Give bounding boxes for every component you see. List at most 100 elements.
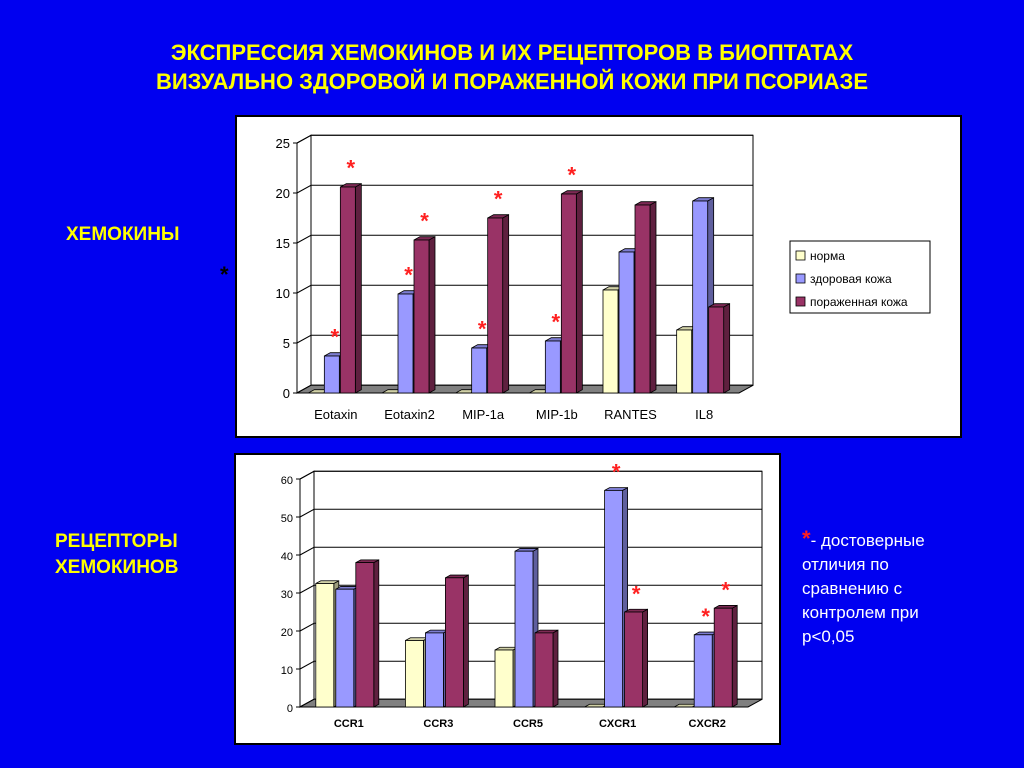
- chemokines-bar-eotaxin-lesion: [339, 183, 362, 394]
- significance-asterisk: *: [404, 263, 413, 288]
- bar-side-face: [428, 236, 436, 394]
- chemokines-y-tick-label: 25: [276, 136, 290, 151]
- chemokines-y-tick-label: 20: [276, 186, 290, 201]
- receptors-bar-ccr3-lesion: [444, 574, 469, 708]
- bar-top-face: [584, 703, 608, 708]
- bar-top-face: [624, 608, 648, 613]
- chemokines-y-tick-label: 5: [283, 336, 290, 351]
- chemokines-bar-il8-lesion: [708, 303, 731, 394]
- bar-top-face: [445, 574, 469, 579]
- bar-front-face: [692, 200, 709, 394]
- chemokines-gridline: [296, 234, 753, 244]
- bar-side-face: [552, 629, 559, 708]
- bar-side-face: [731, 604, 738, 708]
- receptors-y-tick-label: 0: [287, 703, 293, 715]
- receptors-category-label: CCR3: [423, 718, 453, 730]
- bar-side-face: [649, 201, 657, 394]
- bar-side-face: [723, 303, 731, 394]
- chemokines-gridline: [296, 184, 753, 194]
- significance-asterisk: *: [552, 310, 561, 335]
- significance-asterisk: *: [701, 604, 710, 629]
- bar-front-face: [355, 562, 375, 708]
- bar-front-face: [487, 217, 504, 394]
- chemokines-bar-rantes-lesion: [634, 201, 657, 394]
- bar-front-face: [444, 577, 464, 708]
- receptors-label-line-1: РЕЦЕПТОРЫ: [55, 531, 178, 552]
- significance-asterisk: *: [632, 581, 641, 606]
- title-line-2: ВИЗУАЛЬНО ЗДОРОВОЙ И ПОРАЖЕННОЙ КОЖИ ПРИ…: [155, 69, 869, 94]
- receptors-bar-ccr1-norm: [315, 580, 340, 708]
- bar-front-face: [676, 329, 693, 394]
- chemokines-y-tick-label: 15: [276, 236, 290, 251]
- receptors-bar-cxcr2-healthy: [693, 631, 718, 708]
- chemokines-bar-mip-1b-lesion: [560, 190, 583, 394]
- bar-front-face: [404, 640, 424, 708]
- bar-front-face: [471, 347, 488, 394]
- bar-top-face: [494, 646, 519, 651]
- legend-swatch-norm: [795, 250, 806, 261]
- title-line-1: ЭКСПРЕССИЯ ХЕМОКИНОВ И ИХ РЕЦЕПТОРОВ В Б…: [170, 40, 854, 65]
- bar-front-face: [708, 306, 725, 394]
- bar-front-face: [560, 193, 577, 394]
- stray-asterisk: *: [220, 262, 229, 287]
- receptors-bar-ccr5-norm: [494, 646, 519, 708]
- bar-side-face: [462, 574, 469, 708]
- chemokines-chart-panel: 0 5 10 15 20 25 * * Eotaxin * * Eotaxin2 * * MIP-1a * * M…: [235, 115, 962, 438]
- bar-front-face: [634, 204, 651, 394]
- bar-top-face: [405, 637, 429, 641]
- receptors-category-label: CCR5: [513, 718, 543, 730]
- bar-top-face: [604, 487, 628, 491]
- receptors-bar-ccr5-lesion: [534, 629, 559, 708]
- legend-swatch-lesion: [795, 296, 806, 307]
- chemokines-category-label: MIP-1a: [462, 407, 505, 422]
- significance-asterisk: *: [494, 187, 503, 212]
- bar-side-face: [354, 183, 362, 394]
- receptors-bar-cxcr2-lesion: [713, 604, 738, 708]
- bar-top-face: [425, 629, 449, 634]
- chemokines-side-wall: [296, 134, 312, 394]
- bar-top-face: [694, 631, 718, 636]
- significance-asterisk: *: [478, 317, 487, 342]
- bar-front-face: [397, 293, 414, 394]
- bar-top-face: [335, 586, 359, 590]
- receptors-bar-ccr5-healthy: [514, 547, 539, 708]
- chemokines-category-label: RANTES: [604, 407, 657, 422]
- receptors-bar-cxcr1-healthy: [604, 486, 629, 708]
- bar-front-face: [602, 289, 619, 394]
- bar-front-face: [618, 251, 635, 394]
- chemokines-gridline: [296, 134, 753, 144]
- receptors-bar-cxcr1-lesion: [624, 608, 649, 708]
- legend-swatch-healthy: [795, 273, 806, 284]
- bar-top-face: [674, 703, 698, 708]
- receptors-bar-ccr3-healthy: [424, 629, 449, 708]
- bar-top-face: [714, 605, 738, 609]
- bar-side-face: [642, 608, 649, 708]
- receptors-y-tick-label: 30: [281, 589, 293, 601]
- note-text: - достоверные отличия по сравнению с кон…: [802, 531, 925, 646]
- bar-front-face: [604, 490, 624, 708]
- receptors-gridline: [299, 470, 762, 480]
- chemokines-y-tick-label: 0: [283, 386, 290, 401]
- legend-label-lesion: пораженная кожа: [810, 295, 908, 309]
- receptors-chart: 0 10 20 30 40 50 60 CCR1 CCR3 CCR5 * * CXCR1 * * CXCR2: [281, 460, 763, 730]
- chemokines-category-label: Eotaxin2: [384, 407, 435, 422]
- bar-side-face: [502, 214, 510, 394]
- bar-top-face: [514, 548, 539, 552]
- significance-asterisk: *: [612, 460, 621, 485]
- receptors-y-tick-label: 50: [281, 513, 293, 525]
- receptors-bar-ccr1-lesion: [355, 559, 380, 708]
- chemokines-category-label: MIP-1b: [536, 407, 578, 422]
- bar-front-face: [544, 340, 561, 394]
- chemokines-y-tick-label: 10: [276, 286, 290, 301]
- significance-asterisk: *: [721, 577, 730, 602]
- bar-front-face: [413, 239, 430, 394]
- receptors-y-tick-label: 60: [281, 475, 293, 487]
- significance-asterisk: *: [331, 325, 340, 350]
- legend-label-healthy: здоровая кожа: [810, 272, 892, 286]
- bar-front-face: [494, 649, 514, 708]
- receptors-category-label: CXCR2: [689, 718, 726, 730]
- receptors-bar-ccr1-healthy: [335, 585, 360, 708]
- bar-front-face: [514, 550, 534, 708]
- significance-asterisk: *: [420, 209, 429, 234]
- chemokines-category-label: Eotaxin: [314, 407, 357, 422]
